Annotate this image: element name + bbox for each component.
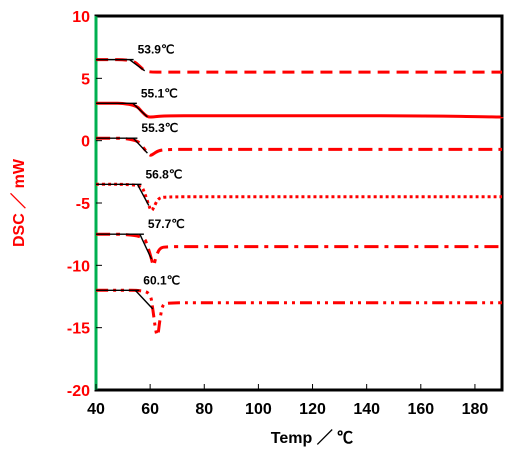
y-tick-label: 0 bbox=[81, 134, 90, 151]
y-tick-label: 5 bbox=[81, 71, 90, 88]
slope-tangent-1 bbox=[129, 59, 146, 72]
slope-tangent-2 bbox=[132, 102, 148, 118]
slope-tangent-6 bbox=[134, 289, 154, 310]
x-tick-label: 100 bbox=[245, 401, 272, 418]
y-tick-label: -5 bbox=[76, 196, 90, 213]
peak-label-3: 55.3℃ bbox=[141, 121, 178, 135]
x-tick-label: 80 bbox=[195, 401, 213, 418]
slope-tangent-5 bbox=[139, 233, 153, 260]
peak-label-6: 60.1℃ bbox=[143, 273, 180, 287]
y-tick-label: -20 bbox=[67, 383, 90, 400]
series-curve-6 bbox=[95, 288, 502, 337]
x-tick-label: 120 bbox=[299, 401, 326, 418]
x-tick-label: 140 bbox=[353, 401, 380, 418]
peak-annotations: 53.9℃ 55.1℃ 55.3℃ 56.8℃ 57.7℃ 60.1℃ bbox=[138, 43, 185, 288]
series-curve-5 bbox=[96, 232, 502, 267]
peak-label-2: 55.1℃ bbox=[141, 86, 178, 100]
slope-tangent-4 bbox=[136, 183, 150, 206]
peak-label-4: 56.8℃ bbox=[145, 167, 182, 181]
x-tick-label: 160 bbox=[407, 401, 434, 418]
series-curve-1 bbox=[96, 58, 502, 74]
x-tick-label: 60 bbox=[141, 401, 159, 418]
series-curve-3 bbox=[95, 136, 502, 157]
x-tick-label: 40 bbox=[87, 401, 105, 418]
axis-ticks: 40 60 80 100 120 140 160 180 10 5 0 -5 -10 -15 -20 bbox=[67, 9, 489, 418]
series-group bbox=[95, 58, 504, 337]
series-curve-4 bbox=[95, 182, 502, 212]
x-tick-label: 180 bbox=[462, 401, 489, 418]
slope-tangent-3 bbox=[132, 137, 148, 154]
tangent-lines bbox=[96, 58, 154, 310]
y-tick-label: -10 bbox=[67, 258, 90, 275]
peak-label-5: 57.7℃ bbox=[148, 217, 185, 231]
peak-label-1: 53.9℃ bbox=[138, 43, 175, 57]
y-axis-label: DSC ／ mW bbox=[10, 158, 28, 247]
series-curve-2 bbox=[96, 101, 504, 119]
y-tick-label: -15 bbox=[67, 321, 90, 338]
x-axis-label: Temp ／ ℃ bbox=[271, 429, 353, 447]
y-tick-label: 10 bbox=[72, 9, 90, 26]
